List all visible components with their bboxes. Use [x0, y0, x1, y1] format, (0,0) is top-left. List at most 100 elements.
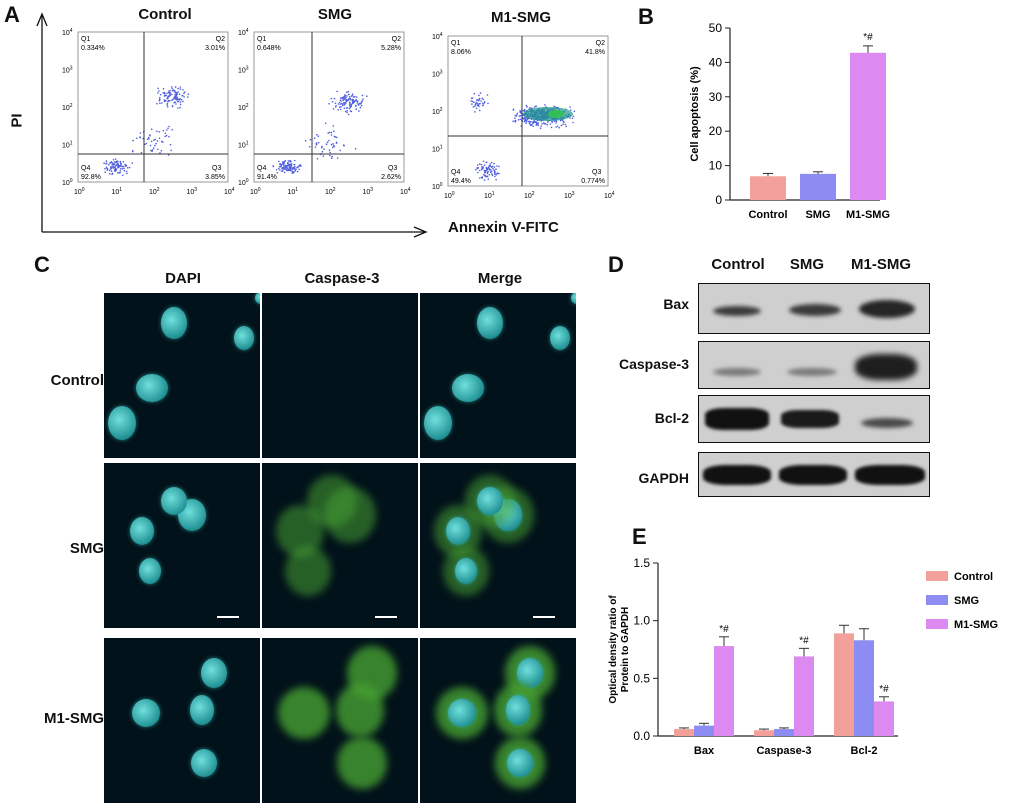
chart-e-y-tick-label: 0.0	[633, 729, 650, 743]
flow-event-dot	[359, 106, 362, 109]
chart-e-bar	[694, 725, 714, 736]
flow-event-dot	[159, 93, 162, 96]
chart-b-x-tick-label: Control	[748, 209, 787, 221]
flow-q4-value: 49.4%	[451, 178, 471, 185]
flow-event-dot	[286, 162, 289, 165]
flow-event-dot	[278, 160, 280, 163]
flow-event-dot	[571, 117, 574, 120]
nucleus-dapi	[132, 699, 160, 727]
flow-event-dot	[326, 141, 329, 143]
flow-event-dot	[472, 106, 475, 108]
chart-b-bar	[800, 173, 836, 200]
flow-event-dot	[178, 98, 180, 101]
flow-event-dot	[483, 179, 486, 181]
flow-event-dot	[349, 106, 351, 108]
flow-event-dot	[168, 135, 170, 138]
flow-q2-name: Q2	[392, 36, 401, 43]
flow-event-dot	[105, 162, 108, 164]
flow-event-dot	[182, 100, 184, 103]
flow-x-tick-label: 103	[564, 191, 575, 200]
flow-event-dot	[486, 94, 489, 96]
flow-event-dot	[293, 163, 296, 166]
chart-e-x-tick-label: Bax	[694, 745, 715, 757]
flow-event-dot	[289, 168, 292, 171]
flow-event-dot	[496, 172, 499, 174]
flow-event-dot	[165, 134, 168, 137]
flow-event-dot	[540, 125, 542, 127]
flow-event-dot	[308, 145, 311, 148]
flow-event-dot	[284, 168, 286, 170]
flow-event-dot	[179, 101, 182, 103]
flow-event-dot	[494, 173, 496, 176]
flow-event-dot	[328, 139, 330, 142]
flow-event-dot	[544, 122, 547, 125]
flow-event-dot	[479, 92, 482, 94]
flow-x-tick-label: 101	[484, 191, 495, 200]
flow-event-dot	[478, 169, 481, 172]
flow-event-dot	[351, 98, 354, 101]
flow-event-dot	[481, 97, 483, 100]
flow-event-dot	[360, 102, 362, 105]
flow-event-dot	[115, 170, 117, 172]
micro-col-caspase3: Caspase-3	[304, 270, 380, 287]
flow-plot-title-smg: SMG	[317, 6, 353, 23]
wb-row-caspase3: Caspase-3	[618, 356, 689, 372]
flow-event-dot	[481, 177, 483, 179]
flow-event-dot	[569, 117, 571, 119]
flow-event-dot	[541, 123, 543, 125]
flow-event-dot	[105, 160, 108, 162]
flow-event-dot	[148, 138, 150, 140]
flow-event-dot	[179, 88, 182, 90]
flow-event-dot	[149, 134, 151, 137]
flow-event-dot	[109, 166, 112, 168]
flow-event-dot	[171, 86, 173, 88]
flow-event-dot	[291, 170, 294, 173]
flow-event-dot	[486, 167, 488, 170]
flow-event-dot	[329, 154, 331, 157]
flow-event-dot	[356, 102, 359, 104]
nucleus-dapi	[234, 326, 254, 350]
flow-event-dot	[279, 169, 281, 171]
flow-q4-name: Q4	[257, 165, 266, 172]
flow-event-dot	[514, 117, 516, 119]
flow-y-tick-label: 101	[432, 145, 443, 154]
flow-event-dot	[482, 160, 485, 163]
flow-event-dot	[328, 131, 331, 134]
flow-event-dot	[334, 102, 337, 105]
flow-event-dot	[493, 171, 496, 173]
flow-event-dot	[338, 101, 341, 104]
flow-event-dot	[345, 96, 347, 99]
flow-event-dot	[154, 144, 156, 147]
flow-x-tick-label: 104	[400, 187, 411, 196]
flow-event-dot	[343, 107, 346, 109]
flow-event-dot	[535, 105, 537, 108]
flow-event-dot	[491, 174, 494, 177]
flow-event-dot	[346, 95, 348, 97]
flow-x-tick-label: 103	[363, 187, 374, 196]
flow-event-dot	[533, 121, 536, 123]
chart-e-y-axis-label: Optical density ratio ofProtein to GAPDH	[608, 595, 631, 704]
flow-event-dot	[343, 96, 346, 98]
flow-event-dot	[349, 97, 352, 100]
flow-event-dot	[478, 109, 481, 112]
flow-event-dot	[144, 143, 146, 146]
flow-event-dot	[351, 102, 354, 104]
flow-event-dot	[522, 109, 525, 112]
flow-event-dot	[475, 101, 478, 104]
flow-event-dot	[565, 125, 567, 128]
flow-event-dot	[344, 94, 347, 97]
flow-event-dot	[159, 102, 161, 105]
wb-row-bcl2: Bcl-2	[654, 410, 689, 426]
flow-event-dot	[487, 178, 490, 180]
flow-y-tick-label: 101	[62, 141, 73, 150]
wb-col-m1-smg: M1-SMG	[851, 256, 911, 273]
flow-event-dot	[150, 149, 152, 152]
flow-event-dot	[490, 166, 493, 168]
chart-e-bar	[754, 730, 774, 736]
flow-event-dot	[477, 171, 479, 174]
flow-event-dot	[159, 152, 161, 154]
flow-event-dot	[537, 124, 539, 126]
wb-blot-caspase3	[698, 341, 930, 389]
flow-event-dot	[556, 125, 559, 128]
flow-event-dot	[123, 167, 125, 170]
